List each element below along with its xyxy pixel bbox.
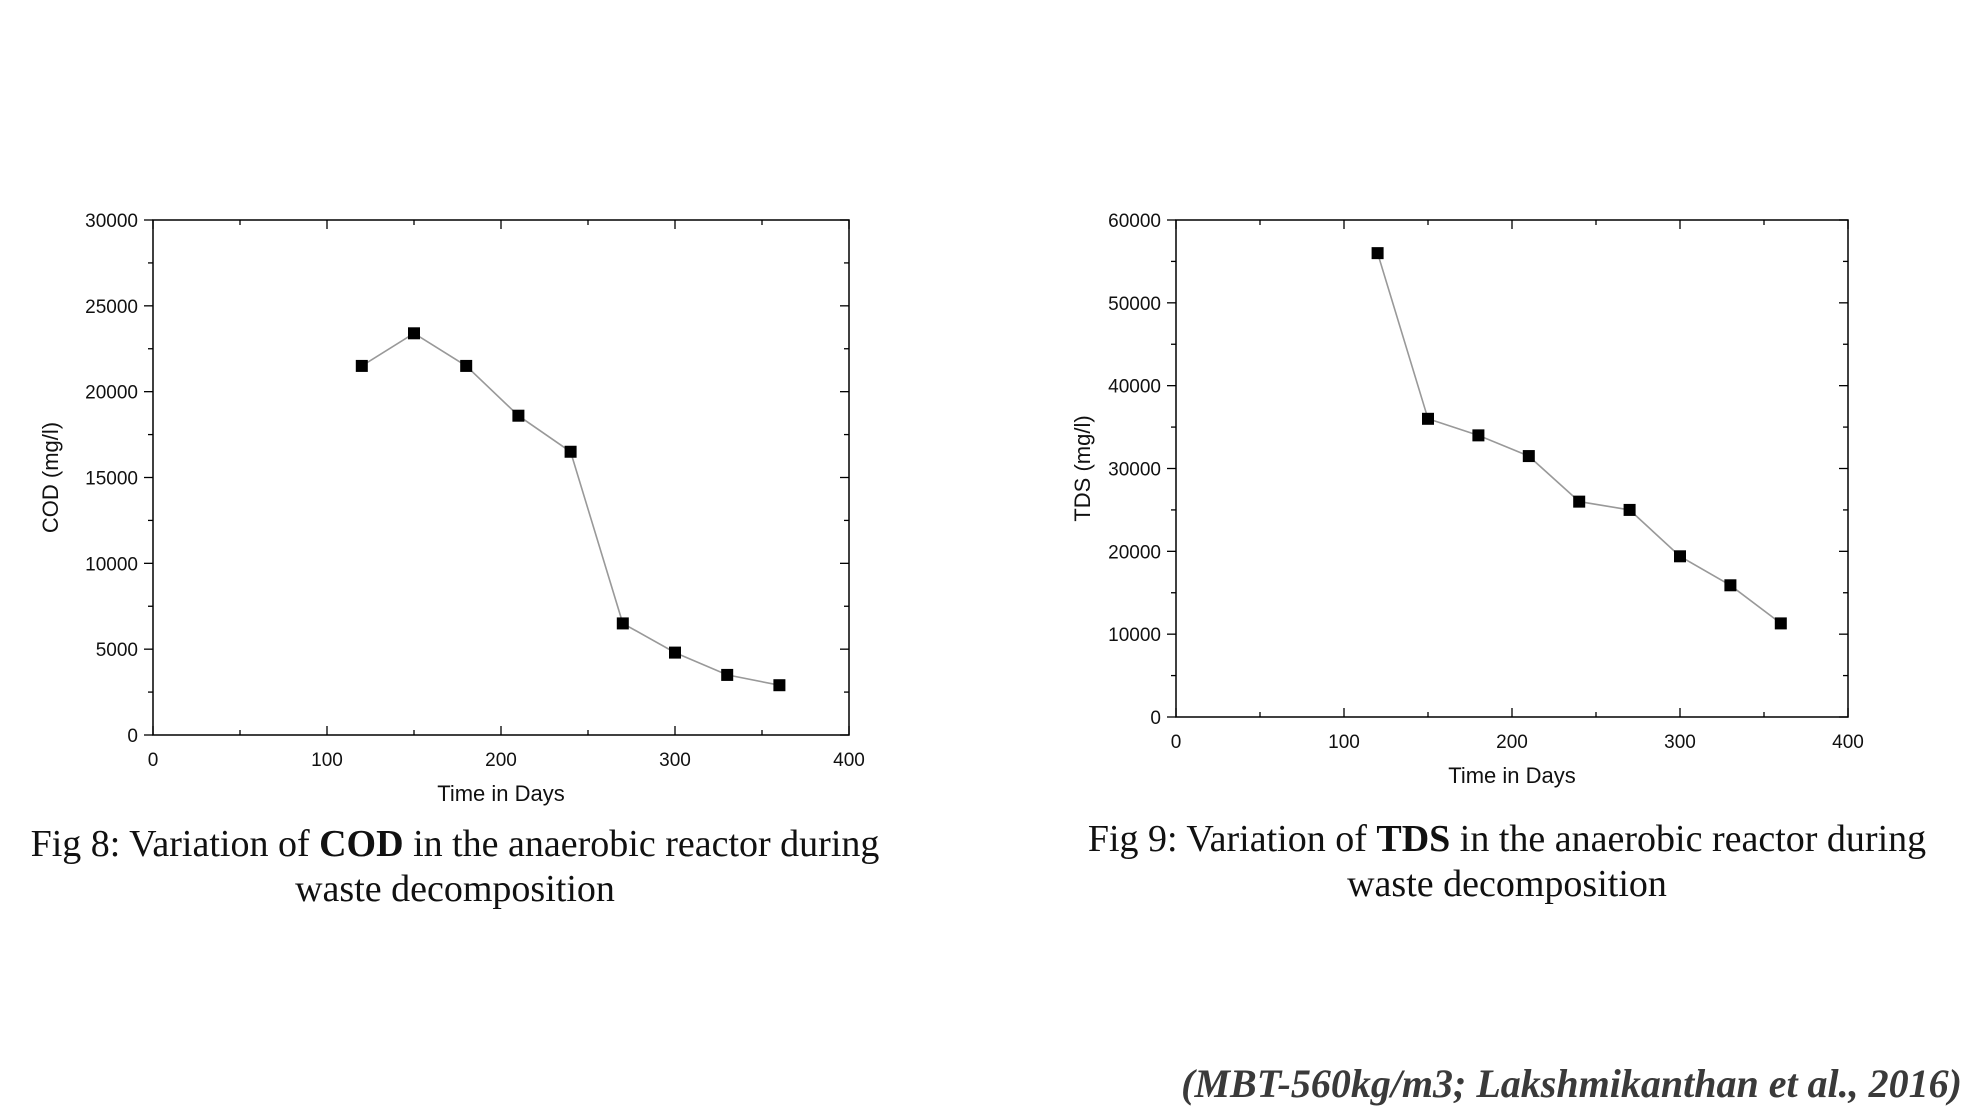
cod-data-point (460, 359, 473, 372)
cod-data-point (564, 445, 577, 458)
cod-data-point (773, 679, 786, 692)
tds-y-tick-label: 0 (1150, 708, 1161, 729)
fig8-caption: Fig 8: Variation of COD in the anaerobic… (20, 822, 890, 912)
tds-y-tick-label: 60000 (1108, 211, 1161, 232)
cod-chart: 0 100 200 300 400 0 5000 10000 15000 20000 25000 30… (38, 211, 865, 806)
tds-series-line (1376, 252, 1782, 625)
cod-y-tick-label: 10000 (85, 554, 138, 575)
cod-x-tick-label: 100 (311, 750, 343, 771)
tds-x-axis-label: Time in Days (1448, 763, 1576, 788)
cod-x-axis-label: Time in Days (437, 781, 565, 806)
cod-x-tick-label: 400 (833, 750, 865, 771)
cod-y-tick-label: 25000 (85, 297, 138, 318)
fig9-caption-suffix: in the anaerobic reactor during waste de… (1347, 818, 1927, 905)
cod-y-tick-label: 15000 (85, 469, 138, 490)
cod-x-tick-label: 300 (659, 750, 691, 771)
tds-y-axis-label: TDS (mg/l) (1070, 415, 1095, 521)
fig9-caption-prefix: Fig 9: Variation of (1087, 818, 1377, 860)
tds-x-tick-label: 100 (1328, 732, 1360, 753)
cod-plot-frame (152, 219, 850, 736)
tds-data-point (1623, 503, 1636, 516)
tds-data-point (1774, 617, 1787, 630)
cod-x-tick-label: 0 (148, 750, 159, 771)
tds-x-tick-label: 200 (1496, 732, 1528, 753)
cod-series-line (361, 332, 780, 686)
cod-y-axis-label: COD (mg/l) (38, 422, 63, 533)
cod-data-point (721, 668, 734, 681)
fig9-caption: Fig 9: Variation of TDS in the anaerobic… (1040, 817, 1974, 907)
tds-x-tick-label: 300 (1664, 732, 1696, 753)
tds-x-tick-label: 0 (1171, 732, 1182, 753)
tds-plot-frame (1175, 219, 1849, 718)
cod-data-point (512, 409, 525, 422)
tds-y-tick-label: 20000 (1108, 542, 1161, 563)
citation: (MBT-560kg/m3; Lakshmikanthan et al., 20… (1181, 1061, 1962, 1106)
cod-data-point (408, 327, 420, 340)
cod-y-tick-label: 20000 (85, 383, 138, 404)
tds-y-tick-label: 30000 (1108, 460, 1161, 481)
fig8-caption-suffix: in the anaerobic reactor during waste de… (295, 823, 880, 910)
tds-data-point (1724, 579, 1737, 592)
cod-data-point (355, 359, 368, 372)
cod-data-point (669, 646, 681, 659)
cod-x-tick-label: 200 (485, 750, 517, 771)
tds-data-point (1422, 412, 1434, 425)
tds-y-tick-label: 40000 (1108, 377, 1161, 398)
tds-x-tick-label: 400 (1832, 732, 1864, 753)
tds-chart: 0 100 200 300 400 0 10000 20000 30000 40000 50000 6… (1070, 211, 1864, 788)
tds-data-point (1522, 450, 1535, 463)
tds-data-point (1472, 429, 1485, 442)
tds-y-tick-label: 10000 (1108, 625, 1161, 646)
fig8-caption-bold: COD (319, 823, 404, 865)
tds-data-point (1371, 247, 1384, 260)
fig8-caption-prefix: Fig 8: Variation of (30, 823, 320, 865)
fig9-caption-bold: TDS (1376, 818, 1451, 860)
cod-y-tick-label: 0 (127, 726, 138, 747)
cod-y-tick-label: 5000 (96, 640, 138, 661)
cod-y-tick-label: 30000 (85, 211, 138, 232)
tds-y-tick-label: 50000 (1108, 294, 1161, 315)
tds-data-point (1674, 550, 1686, 563)
tds-data-point (1573, 495, 1586, 508)
cod-data-point (616, 617, 629, 630)
